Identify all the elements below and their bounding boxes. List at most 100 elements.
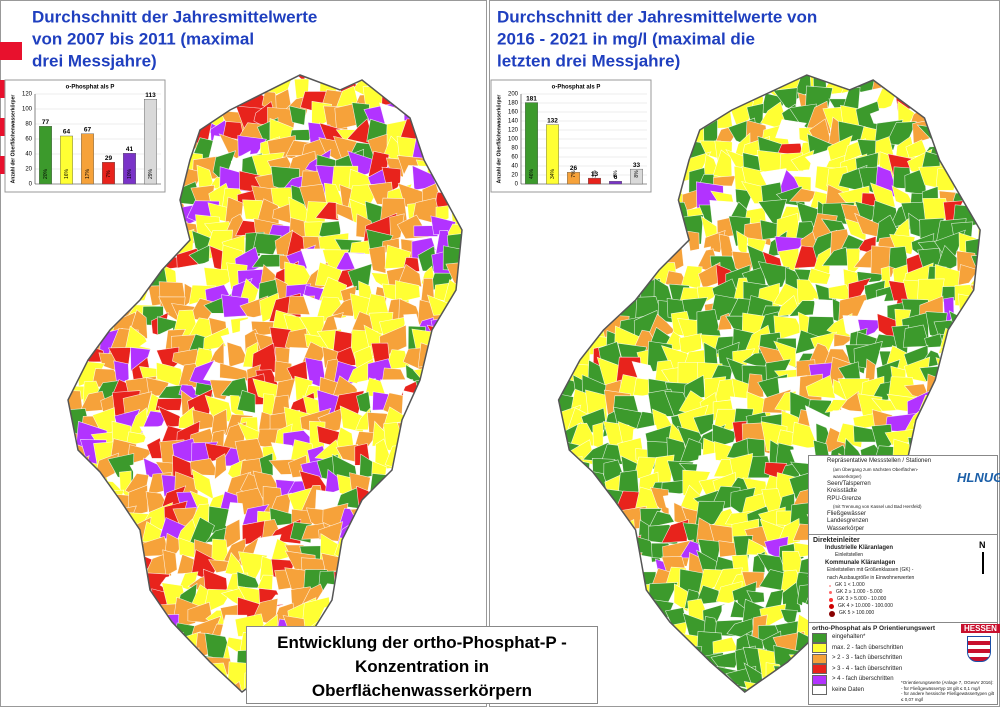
water-body — [467, 258, 489, 274]
water-body — [395, 520, 421, 546]
water-body — [205, 679, 235, 692]
map-title: letzten drei Messjahre) — [497, 51, 680, 70]
water-body — [558, 309, 559, 336]
water-body — [649, 180, 680, 213]
water-body — [764, 680, 791, 692]
water-body — [596, 276, 626, 307]
water-body — [498, 502, 517, 532]
water-body — [150, 201, 166, 231]
value-label: 132 — [547, 117, 558, 124]
water-body — [788, 300, 816, 317]
water-body — [558, 469, 564, 504]
water-body — [385, 473, 410, 496]
water-body — [431, 469, 461, 502]
water-body — [449, 190, 462, 216]
water-body — [395, 490, 426, 519]
bar — [630, 168, 644, 185]
water-body — [68, 633, 78, 657]
water-body — [68, 613, 93, 643]
gk-symbol — [829, 591, 832, 594]
water-body — [413, 564, 436, 599]
water-body — [368, 245, 387, 274]
water-body — [558, 481, 584, 500]
water-body — [204, 75, 237, 86]
water-body — [78, 511, 108, 534]
water-body — [350, 506, 377, 533]
water-body — [973, 170, 981, 196]
water-body — [348, 605, 381, 628]
water-body — [416, 407, 436, 439]
water-body — [223, 681, 246, 692]
water-body — [603, 635, 627, 659]
water-body — [588, 200, 612, 223]
color-label: keine Daten — [832, 686, 865, 693]
share-label: 16% — [64, 168, 70, 179]
y-tick-label: 80 — [25, 122, 32, 128]
water-body — [575, 556, 594, 578]
water-body — [453, 586, 462, 616]
water-body — [68, 567, 87, 592]
water-body — [458, 170, 462, 197]
water-body — [68, 613, 77, 639]
water-body — [94, 298, 121, 322]
water-body — [975, 344, 981, 376]
logo: HLNUG — [957, 470, 1000, 485]
water-body — [574, 521, 599, 551]
main-title-line: Entwicklung der ortho-Phosphat-P - — [277, 633, 567, 652]
water-body — [412, 55, 432, 75]
water-body — [430, 425, 459, 447]
color-class: keine Daten — [812, 685, 962, 696]
bar — [609, 181, 623, 185]
legend-item: Repräsentative Messstellen / Stationen — [827, 458, 932, 464]
water-body — [53, 206, 66, 230]
water-body — [503, 314, 525, 332]
water-body — [460, 535, 462, 560]
water-body — [985, 236, 1000, 261]
water-body — [613, 678, 644, 692]
water-body — [712, 423, 738, 449]
water-body — [600, 218, 625, 243]
water-body — [492, 200, 522, 230]
water-body — [347, 583, 374, 616]
water-body — [588, 582, 615, 611]
water-body — [584, 571, 605, 592]
water-body — [118, 265, 134, 295]
water-body — [480, 568, 498, 593]
water-body — [558, 218, 567, 242]
water-body — [413, 507, 444, 534]
water-body — [68, 489, 88, 514]
water-body — [558, 249, 574, 274]
water-body — [68, 313, 73, 341]
municipal: Kommunale Kläranlagen — [825, 559, 896, 566]
water-body — [366, 561, 396, 579]
water-body — [166, 665, 186, 692]
water-body — [600, 664, 629, 692]
water-body — [607, 591, 631, 609]
water-body — [434, 520, 456, 547]
water-body — [938, 75, 960, 100]
water-body — [558, 537, 583, 561]
water-body — [394, 280, 421, 304]
municipal-sub: Einleitstellen mit Größenklassen (GK) - — [827, 567, 914, 573]
water-body — [952, 346, 976, 376]
water-body — [953, 103, 981, 131]
water-body — [428, 511, 461, 532]
gk-symbol — [829, 604, 834, 609]
water-body — [419, 490, 443, 515]
water-body — [170, 668, 197, 692]
water-body — [47, 286, 66, 303]
water-body — [431, 409, 455, 432]
water-body — [463, 470, 493, 497]
water-body — [68, 584, 77, 615]
water-body — [558, 518, 562, 545]
share-label: 46% — [529, 168, 535, 179]
water-body — [155, 398, 183, 411]
water-body — [872, 75, 900, 80]
water-body — [91, 504, 117, 535]
water-body — [83, 539, 108, 567]
water-body — [662, 107, 693, 129]
water-body — [558, 517, 584, 548]
water-body — [629, 197, 662, 229]
water-body — [140, 653, 171, 669]
water-body — [460, 501, 462, 529]
